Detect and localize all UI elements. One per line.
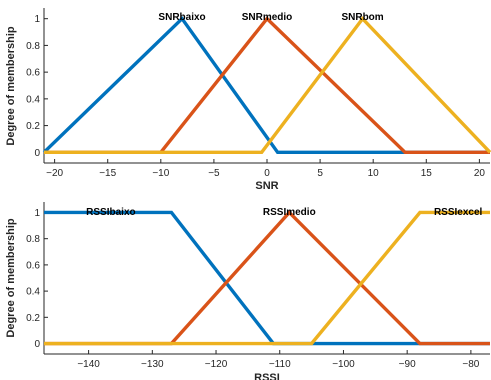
rssi-y-tick-label: 0	[34, 339, 40, 350]
snr-x-tick-label: −15	[99, 168, 116, 179]
snr-membership-panel: 0 0.2 0.4 0.6 0.8 1 −20 −15 −10 −5 0 5 10 15 20 SNRbaix…	[5, 8, 491, 192]
snr-y-tick-label: 0.4	[26, 94, 40, 105]
snr-x-tick-label: −20	[46, 168, 63, 179]
rssi-x-tick-label: −110	[269, 359, 291, 370]
snr-y-tick-label: 0.2	[26, 121, 40, 132]
rssi-y-tick-label: 1	[34, 208, 40, 219]
snr-x-axis-label: SNR	[255, 180, 278, 192]
snr-x-tick-label: 15	[421, 168, 433, 179]
series-line-rssibaixo	[44, 210, 490, 346]
snr-x-tick-label: 0	[264, 168, 270, 179]
annotation-rssibaixo: RSSIbaixo	[86, 207, 135, 218]
annotation-rssimedio: RSSImedio	[263, 207, 316, 218]
snr-x-tick-label: −10	[152, 168, 169, 179]
rssi-x-axis-label: RSSI	[254, 372, 280, 380]
annotation-snrbaixo: SNRbaixo	[158, 12, 205, 23]
series-line-rssimedio	[44, 210, 490, 346]
snr-y-axis-label: Degree of membership	[5, 26, 17, 145]
snr-x-tick-label: −5	[208, 168, 220, 179]
snr-x-tick-label: 5	[317, 168, 323, 179]
snr-y-tick-label: 0	[34, 148, 40, 159]
rssi-x-tick-label: −130	[141, 359, 164, 370]
annotation-snrmedio: SNRmedio	[242, 12, 293, 23]
annotation-rssiexcel: RSSIexcel	[434, 207, 483, 218]
snr-x-tick-label: 20	[474, 168, 486, 179]
rssi-y-tick-label: 0.8	[26, 234, 40, 245]
snr-x-tick-label: 10	[368, 168, 380, 179]
series-line-snrbaixo	[42, 16, 490, 155]
rssi-membership-panel: 0 0.2 0.4 0.6 0.8 1 −140 −130 −120 −110 −100 −90 −80…	[5, 202, 490, 380]
snr-y-tick-label: 0.8	[26, 41, 40, 52]
annotation-snrbom: SNRbom	[341, 12, 383, 23]
rssi-y-tick-label: 0.6	[26, 260, 40, 271]
rssi-x-tick-label: −100	[332, 359, 355, 370]
rssi-x-tick-label: −140	[77, 359, 100, 370]
rssi-y-axis-label: Degree of membership	[5, 218, 17, 337]
rssi-x-tick-label: −120	[205, 359, 228, 370]
rssi-x-tick-label: −80	[462, 359, 479, 370]
rssi-x-tick-label: −90	[399, 359, 416, 370]
snr-y-tick-label: 0.6	[26, 68, 40, 79]
series-line-rssiexcel	[44, 210, 490, 346]
snr-y-tick-label: 1	[34, 14, 40, 25]
series-line-snrbom	[44, 16, 491, 155]
rssi-y-tick-label: 0.4	[26, 287, 40, 298]
rssi-y-tick-label: 0.2	[26, 313, 40, 324]
